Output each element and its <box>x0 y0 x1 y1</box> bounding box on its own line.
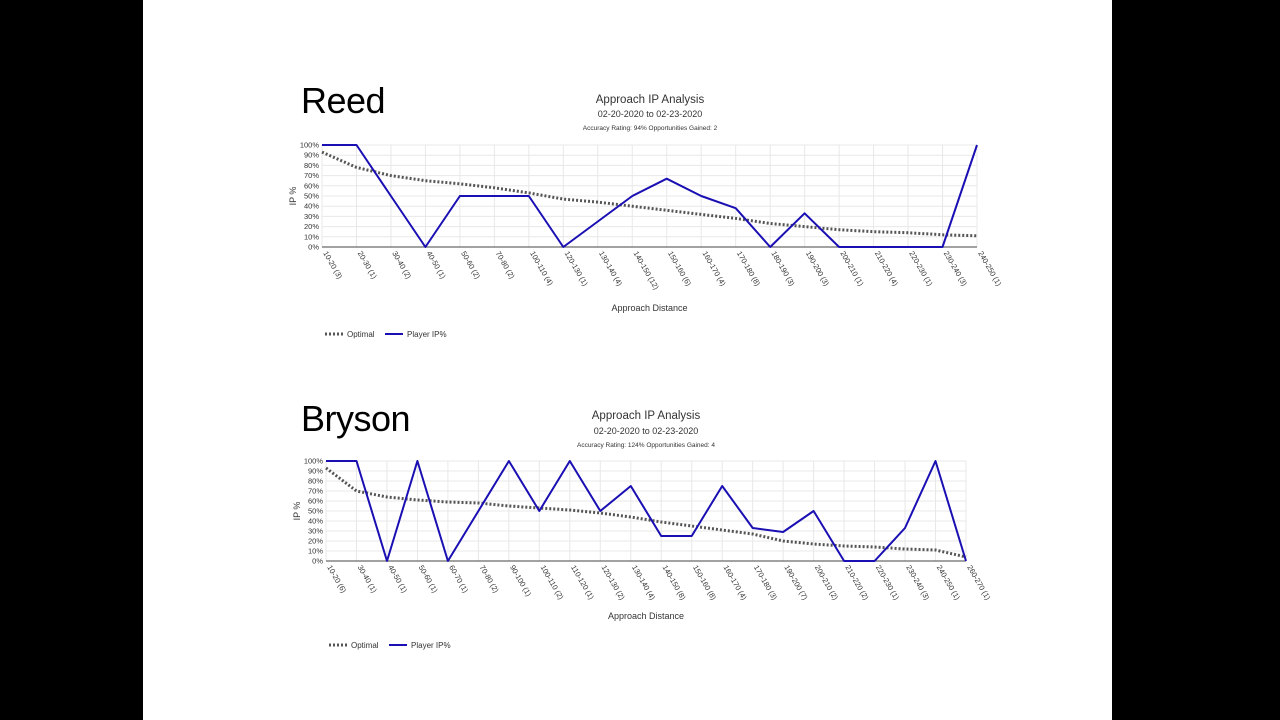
chart1-xtick-label: 40-50 (1) <box>386 564 409 595</box>
chart1-xtick-label: 230-240 (3) <box>904 564 931 603</box>
chart0-ytick-label: 60% <box>304 181 319 190</box>
chart1-xtick-label: 210-220 (2) <box>843 564 870 603</box>
chart1-stats: Accuracy Rating: 124% Opportunities Gain… <box>577 442 715 449</box>
chart0-xtick-label: 70-80 (2) <box>494 250 517 281</box>
chart1-xtick-label: 190-200 (7) <box>782 564 809 603</box>
chart0-xtick-label: 10-20 (3) <box>321 250 344 281</box>
chart1-ytick-label: 60% <box>308 497 323 506</box>
chart0-ytick-label: 40% <box>304 202 319 211</box>
chart0-xtick-label: 50-60 (2) <box>459 250 482 281</box>
chart1-xtick-label: 200-210 (2) <box>813 564 840 603</box>
chart0-xtick-label: 20-30 (1) <box>356 250 379 281</box>
chart0-xtick-label: 30-40 (2) <box>390 250 413 281</box>
chart1-xtick-label: 170-180 (3) <box>752 564 779 603</box>
chart1-ytick-label: 100% <box>304 457 324 466</box>
chart1-xtick-label: 30-40 (1) <box>356 564 379 595</box>
chart0-xtick-label: 170-180 (8) <box>735 250 762 289</box>
chart0-xtick-label: 240-250 (1) <box>976 250 1003 289</box>
chart0-xtick-label: 120-130 (1) <box>563 250 590 289</box>
chart1-xtick-label: 60-70 (1) <box>447 564 470 595</box>
chart1-x-axis-title: Approach Distance <box>608 611 684 621</box>
chart0-title: Approach IP Analysis <box>596 94 705 106</box>
chart0-xtick-label: 40-50 (1) <box>425 250 448 281</box>
chart0-ytick-label: 30% <box>304 212 319 221</box>
chart1-title: Approach IP Analysis <box>592 410 701 422</box>
chart0-y-axis-title: IP % <box>288 187 298 206</box>
chart1-ytick-label: 20% <box>308 537 323 546</box>
chart1-legend-label-optimal: Optimal <box>351 641 379 650</box>
chart0-x-axis-title: Approach Distance <box>611 303 687 313</box>
chart1-xtick-label: 110-120 (1) <box>569 564 596 602</box>
player-name-reed: Reed <box>301 80 386 121</box>
chart0-ytick-label: 50% <box>304 192 319 201</box>
chart0-subtitle: 02-20-2020 to 02-23-2020 <box>598 109 703 119</box>
chart0-xtick-label: 180-190 (3) <box>769 250 796 289</box>
chart1-xtick-label: 220-230 (1) <box>874 564 901 603</box>
chart1-series-optimal-line <box>325 466 967 559</box>
player-name-bryson: Bryson <box>301 398 411 439</box>
chart0-ytick-label: 70% <box>304 171 319 180</box>
chart1-xtick-label: 260-270 (1) <box>965 564 992 603</box>
chart0-xtick-label: 160-170 (4) <box>700 250 727 289</box>
chart0-xtick-label: 150-160 (6) <box>666 250 693 289</box>
chart0-xtick-label: 210-220 (4) <box>873 250 900 289</box>
chart1-xtick-label: 150-160 (8) <box>691 564 718 603</box>
chart0-ytick-label: 100% <box>300 141 320 150</box>
chart0-series-optimal-line <box>321 150 978 238</box>
chart1-ytick-label: 40% <box>308 517 323 526</box>
chart0-xtick-label: 230-240 (3) <box>942 250 969 289</box>
chart1-ytick-label: 10% <box>308 547 323 556</box>
chart0-xtick-label: 130-140 (4) <box>597 250 624 289</box>
chart0-stats: Accuracy Rating: 94% Opportunities Gaine… <box>583 125 718 132</box>
chart1-y-axis-title: IP % <box>292 502 302 521</box>
chart1-xtick-label: 100-110 (2) <box>539 564 566 602</box>
chart0-xtick-label: 140-150 (12) <box>632 250 662 292</box>
chart1-ytick-label: 80% <box>308 477 323 486</box>
chart0-legend-label-optimal: Optimal <box>347 330 375 339</box>
slide: Reed Bryson <box>143 0 1112 720</box>
chart0-legend-label-player: Player IP% <box>407 330 447 339</box>
chart1-xtick-label: 240-250 (1) <box>935 564 962 603</box>
chart1-series-player-line <box>326 460 967 562</box>
chart0-ytick-label: 20% <box>304 222 319 231</box>
chart1-ytick-label: 90% <box>308 467 323 476</box>
chart1-legend-label-player: Player IP% <box>411 641 451 650</box>
chart1-xtick-label: 70-80 (2) <box>478 564 501 595</box>
chart1-ytick-label: 0% <box>312 557 323 566</box>
chart1-ytick-label: 50% <box>308 507 323 516</box>
chart0-xtick-label: 220-230 (1) <box>907 250 934 289</box>
chart0-ytick-label: 80% <box>304 161 319 170</box>
chart1-ytick-label: 70% <box>308 487 323 496</box>
chart1-xtick-label: 10-20 (6) <box>325 564 348 595</box>
chart1-subtitle: 02-20-2020 to 02-23-2020 <box>594 426 699 436</box>
chart0-ytick-label: 0% <box>308 243 319 252</box>
chart1-xtick-label: 50-60 (1) <box>417 564 440 595</box>
chart0-xtick-label: 100-110 (4) <box>528 250 555 288</box>
chart0-ytick-label: 90% <box>304 151 319 160</box>
chart1-xtick-label: 120-130 (2) <box>600 564 627 603</box>
chart1-ytick-label: 30% <box>308 527 323 536</box>
chart0-series-player-line <box>322 144 978 248</box>
chart1-xtick-label: 130-140 (4) <box>630 564 657 603</box>
chart1-xtick-label: 160-170 (4) <box>721 564 748 603</box>
chart1-xtick-label: 90-100 (1) <box>508 564 533 599</box>
chart1-xtick-label: 140-150 (8) <box>661 564 688 603</box>
chart0-ytick-label: 10% <box>304 232 319 241</box>
chart0-xtick-label: 200-210 (1) <box>838 250 865 289</box>
chart0-xtick-label: 190-200 (3) <box>804 250 831 289</box>
